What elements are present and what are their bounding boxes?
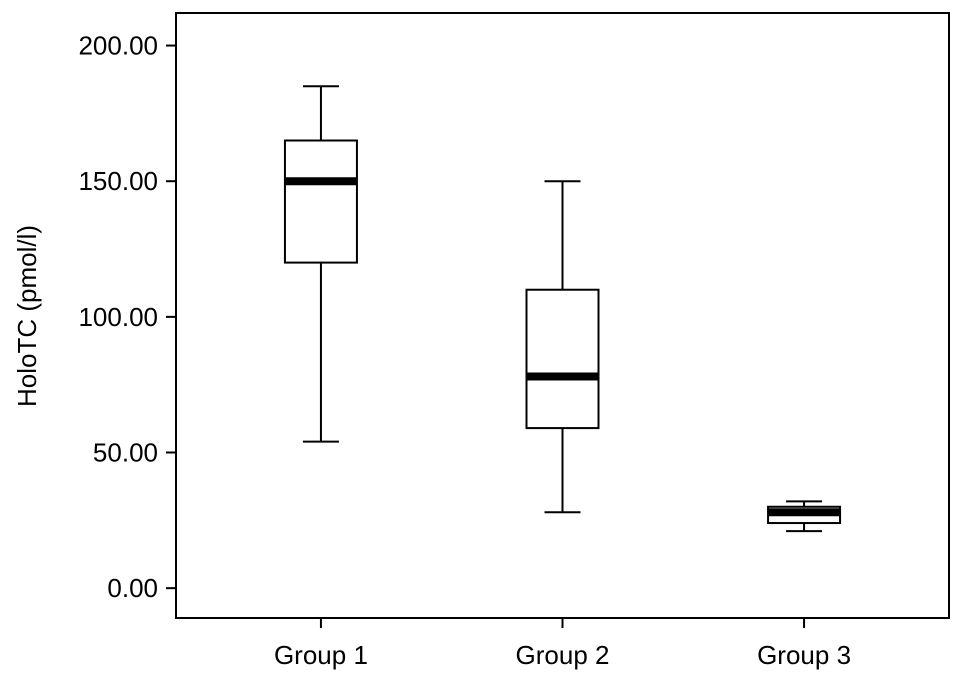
y-tick-label: 100.00 [78, 302, 158, 332]
box-1 [283, 85, 358, 443]
x-tick-label: Group 1 [274, 640, 368, 670]
iqr-box [525, 288, 600, 430]
y-axis-title: HoloTC (pmol/l) [12, 225, 42, 407]
box-3 [767, 500, 842, 533]
y-tick-label: 50.00 [93, 438, 158, 468]
box-2 [525, 180, 600, 514]
x-axis: Group 1 Group 2 Group 3 [274, 618, 851, 670]
y-tick-label: 150.00 [78, 166, 158, 196]
x-tick-label: Group 3 [757, 640, 851, 670]
x-tick-label: Group 2 [516, 640, 610, 670]
y-axis: 0.00 50.00 100.00 150.00 200.00 [78, 31, 176, 603]
iqr-box [283, 139, 358, 264]
y-tick-label: 200.00 [78, 31, 158, 61]
box-series [283, 85, 842, 533]
y-tick-label: 0.00 [107, 573, 158, 603]
